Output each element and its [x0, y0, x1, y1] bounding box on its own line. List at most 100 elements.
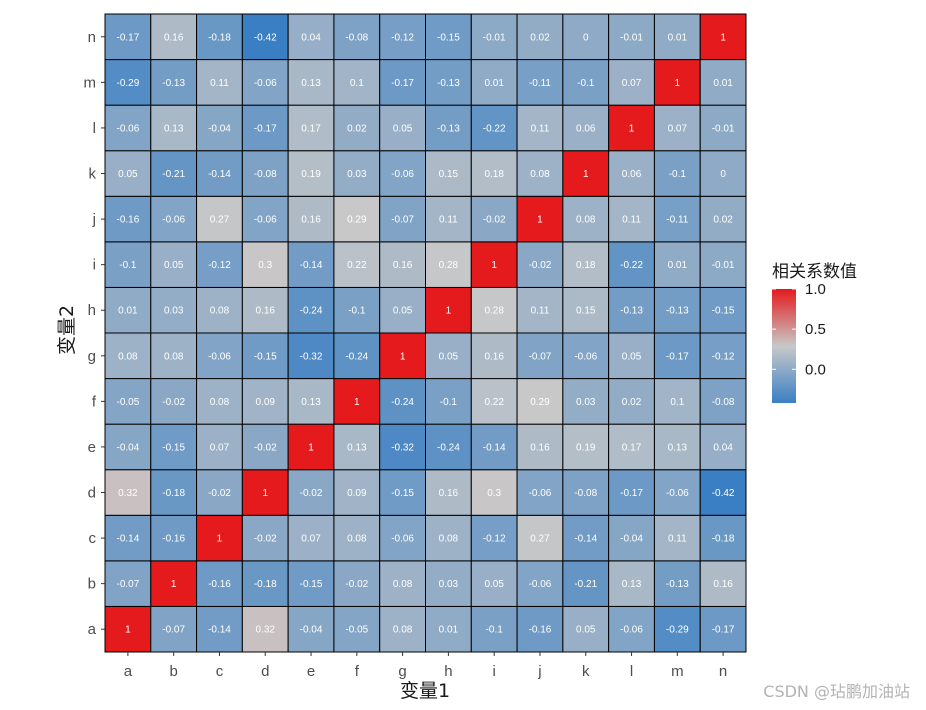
heatmap-cell	[562, 560, 610, 607]
cell-value-label: -0.14	[208, 625, 231, 636]
cell-value-label: -0.1	[440, 397, 458, 408]
heatmap-cell	[287, 59, 335, 106]
heatmap-cell	[425, 241, 472, 288]
x-tick-label: m	[671, 663, 684, 680]
heatmap-cell	[562, 332, 610, 380]
cell-value-label: -0.02	[529, 260, 552, 271]
x-tick-label: b	[170, 663, 178, 680]
cell-value-label: 0.03	[164, 306, 184, 317]
cell-value-label: 0.13	[622, 579, 642, 590]
cell-value-label: -0.1	[348, 306, 366, 317]
cell-value-label: -0.14	[483, 442, 506, 453]
cell-value-label: -0.24	[300, 306, 323, 317]
heatmap-cell	[516, 423, 564, 471]
cell-value-label: 0.16	[713, 579, 733, 590]
cell-value-label: -0.12	[208, 260, 231, 271]
legend-tick-label: 1.0	[805, 281, 826, 298]
cell-value-label: -0.13	[162, 78, 185, 89]
cell-value-label: -0.14	[208, 169, 231, 180]
cell-value-label: 1	[354, 397, 360, 408]
heatmap-cell	[241, 286, 289, 334]
cell-value-label: 0.16	[256, 306, 276, 317]
y-tick-label: d	[88, 485, 96, 502]
cell-value-label: 0.11	[622, 215, 641, 226]
heatmap-cell	[425, 150, 472, 197]
cell-value-label: 0.17	[301, 123, 321, 134]
cell-value-label: -0.06	[208, 351, 231, 362]
heatmap-cell	[425, 104, 472, 152]
heatmap-cell	[699, 104, 747, 152]
cell-value-label: -0.05	[345, 625, 368, 636]
cell-value-label: 0.05	[164, 260, 184, 271]
heatmap-cell	[287, 469, 335, 516]
cell-value-label: 0.22	[347, 260, 367, 271]
cell-value-label: 0.01	[713, 78, 733, 89]
cell-value-label: -0.24	[391, 397, 414, 408]
cell-value-label: 0.06	[576, 123, 596, 134]
heatmap-cell	[196, 241, 243, 288]
cell-value-label: -0.13	[666, 306, 689, 317]
heatmap-cell	[699, 332, 747, 380]
cell-value-label: 0.16	[164, 32, 184, 43]
heatmap-cell	[470, 241, 518, 288]
cell-value-label: 0.11	[531, 123, 550, 134]
y-tick-label: k	[89, 166, 97, 183]
heatmap-cell	[287, 378, 335, 425]
cell-value-label: 0.08	[393, 625, 413, 636]
heatmap-cell	[470, 195, 518, 243]
cell-value-label: -0.1	[119, 260, 137, 271]
cell-value-label: -0.11	[529, 78, 551, 89]
heatmap-cell	[699, 13, 747, 61]
cell-value-label: 0.19	[301, 169, 321, 180]
heatmap-cell	[699, 423, 747, 471]
heatmap-cell	[425, 13, 472, 61]
x-tick-label: l	[630, 663, 633, 680]
heatmap-cell	[562, 195, 610, 243]
cell-value-label: 0.04	[713, 442, 733, 453]
cell-value-label: -0.13	[666, 579, 689, 590]
heatmap-cell	[562, 241, 610, 288]
cell-value-label: 0.3	[487, 488, 501, 499]
heatmap-cell	[608, 332, 655, 380]
heatmap-cell	[653, 332, 701, 380]
heatmap-cell	[470, 13, 518, 61]
heatmap-cell	[104, 104, 152, 152]
cell-value-label: 0.01	[439, 625, 459, 636]
heatmap-cell	[608, 104, 655, 152]
cell-value-label: -0.18	[712, 534, 735, 545]
heatmap-cell	[333, 514, 381, 562]
heatmap-cell	[470, 332, 518, 380]
heatmap-cell	[379, 286, 427, 334]
cell-value-label: -0.04	[300, 625, 323, 636]
cell-value-label: -0.02	[345, 579, 368, 590]
legend: 相关系数值 1.0 0.5 0.0	[772, 262, 857, 403]
heatmap-cell	[379, 332, 427, 380]
heatmap-cell	[653, 378, 701, 425]
cell-value-label: 1	[583, 169, 589, 180]
cell-value-label: -0.15	[437, 32, 460, 43]
heatmap-cell	[379, 514, 427, 562]
heatmap-cell	[516, 150, 564, 197]
cell-value-label: -0.01	[712, 260, 735, 271]
x-tick-label: k	[582, 663, 590, 680]
cell-value-label: -0.15	[254, 351, 277, 362]
heatmap-cell	[196, 423, 243, 471]
heatmap-cell	[104, 241, 152, 288]
cell-value-label: -0.02	[254, 534, 277, 545]
heatmap-cell	[287, 423, 335, 471]
cell-value-label: -0.12	[391, 32, 414, 43]
y-axis-title: 变量2	[56, 305, 78, 355]
heatmap-cell	[516, 241, 564, 288]
heatmap-cell	[241, 241, 289, 288]
cell-value-label: 0.07	[301, 534, 321, 545]
y-tick-label: h	[88, 302, 96, 319]
heatmap-cell	[333, 13, 381, 61]
heatmap-cell	[104, 332, 152, 380]
heatmap-cell	[699, 378, 747, 425]
heatmap-cell	[241, 378, 289, 425]
cell-value-label: -0.15	[391, 488, 414, 499]
cell-value-label: -0.06	[574, 351, 597, 362]
cell-value-label: -0.14	[300, 260, 323, 271]
cell-value-label: 1	[491, 260, 497, 271]
heatmap-cell	[516, 605, 564, 653]
